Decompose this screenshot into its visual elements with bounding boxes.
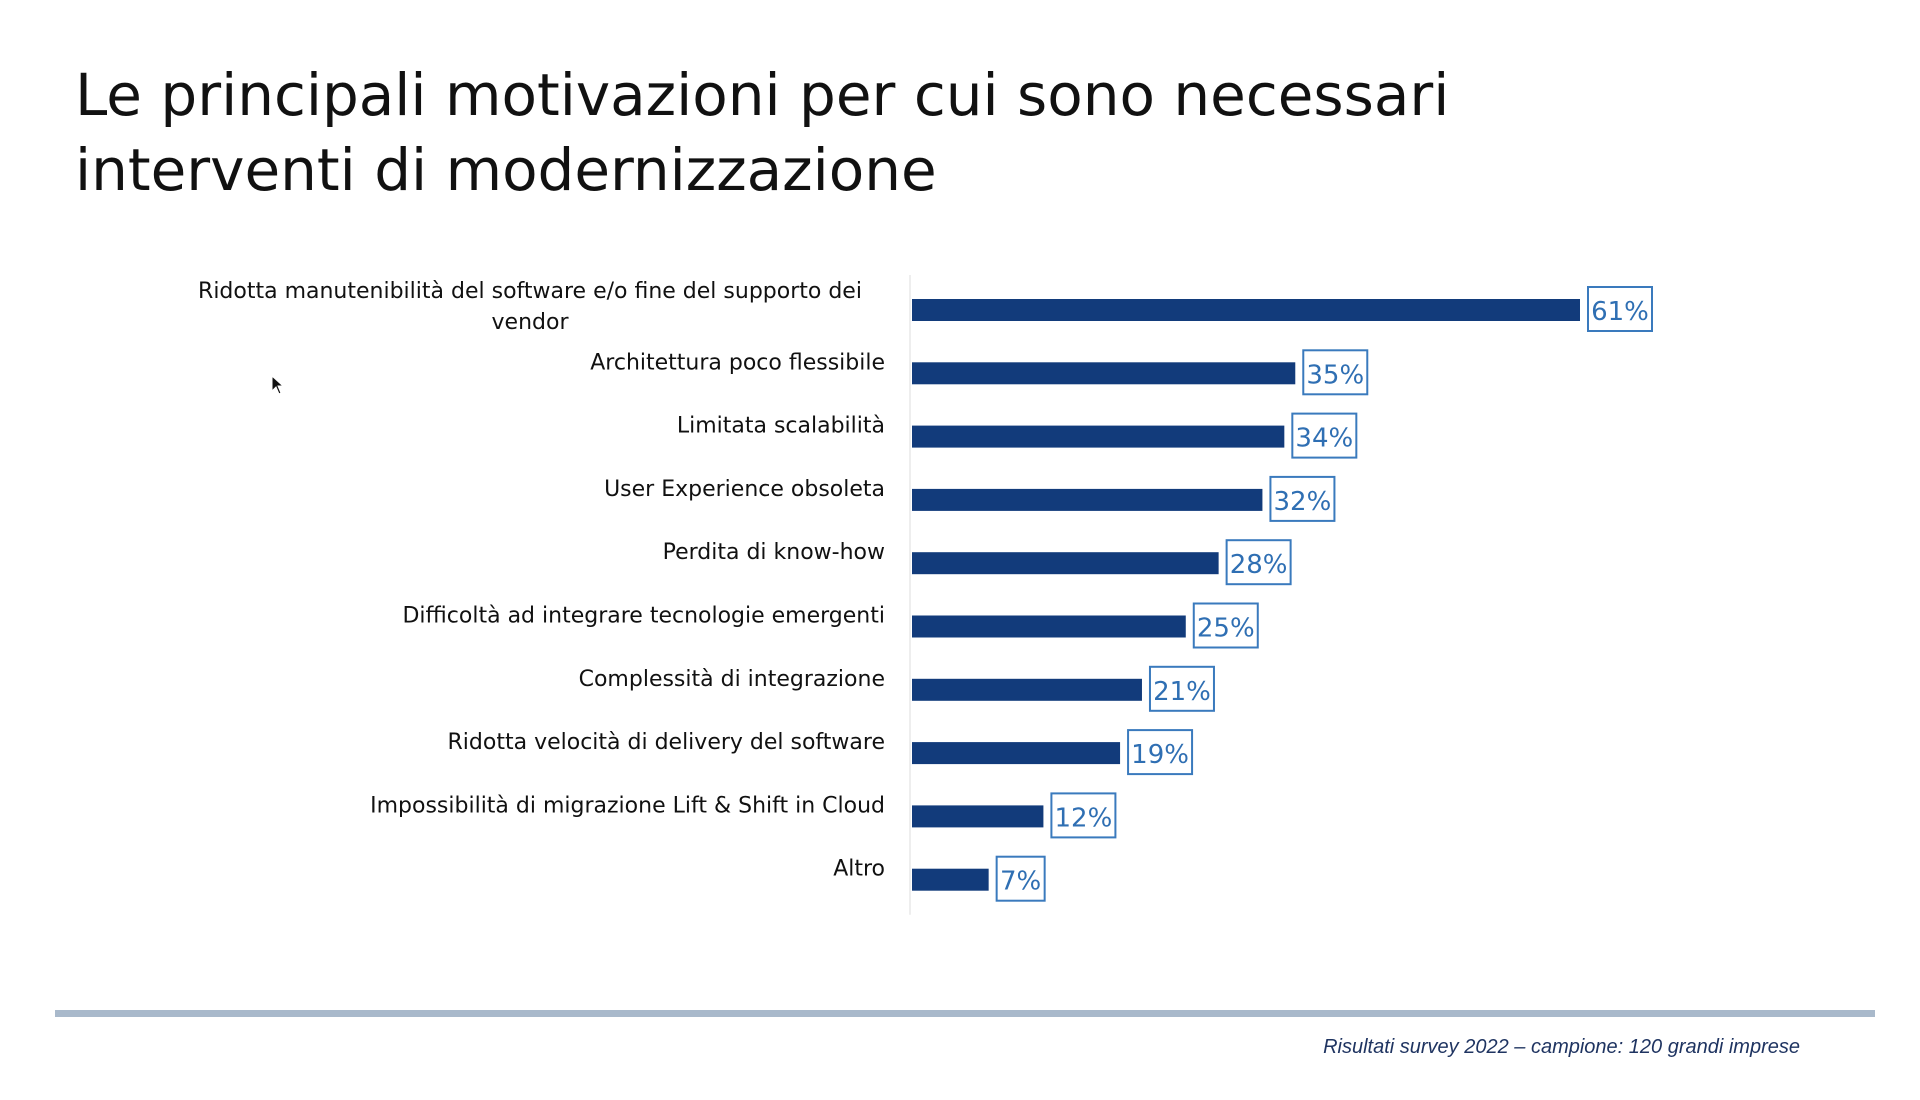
category-label: Complessità di integrazione [579,667,885,692]
category-label: Architettura poco flessibile [590,350,885,375]
bar [912,868,989,891]
category-label-line: Limitata scalabilità [677,414,885,439]
data-label-box [1302,349,1369,396]
bar [912,615,1186,638]
data-label: 34% [1295,424,1353,454]
data-label-box [995,855,1046,902]
bar [912,552,1219,575]
category-label: Ridotta manutenibilità del software e/o … [198,279,862,335]
category-label-line: Architettura poco flessibile [590,350,885,375]
category-label: User Experience obsoleta [604,477,885,502]
category-label-line: Impossibilità di migrazione Lift & Shift… [370,793,885,818]
page-title: Le principali motivazioni per cui sono n… [75,58,1775,208]
category-label-line: Ridotta manutenibilità del software e/o … [198,279,862,304]
category-label: Limitata scalabilità [677,414,885,439]
category-label-line: Complessità di integrazione [579,667,885,692]
bar [912,362,1296,385]
category-label: Difficoltà ad integrare tecnologie emerg… [402,604,885,629]
data-label: 25% [1197,614,1255,644]
data-label-box [1291,412,1358,459]
source-footnote: Risultati survey 2022 – campione: 120 gr… [1323,1036,1800,1058]
data-label-box [1192,602,1259,649]
bar [912,488,1263,511]
data-label: 28% [1230,550,1288,580]
bar [912,678,1142,701]
page-title-line-2: interventi di modernizzazione [75,136,937,204]
data-label-box [1127,729,1194,776]
data-label: 7% [1000,867,1041,897]
data-label: 32% [1274,487,1332,517]
category-label: Altro [833,857,885,882]
page-title-line-1: Le principali motivazioni per cui sono n… [75,61,1450,129]
category-label: Perdita di know-how [663,540,885,565]
data-label-box [1050,792,1117,839]
category-label: Impossibilità di migrazione Lift & Shift… [370,793,885,818]
data-label: 35% [1306,360,1364,390]
bar [912,805,1044,828]
category-label-line: User Experience obsoleta [604,477,885,502]
bar [912,425,1285,448]
data-label-box [1269,475,1336,522]
category-label-line: Difficoltà ad integrare tecnologie emerg… [402,604,885,629]
bar [912,299,1580,321]
category-label-line: vendor [492,310,570,335]
category-label-line: Altro [833,857,885,882]
data-label-box [1587,286,1653,332]
data-label-box [1225,539,1292,586]
bar-chart: Ridotta manutenibilità del software e/o … [198,275,1653,915]
data-label-box [1148,665,1215,712]
category-label-line: Perdita di know-how [663,540,885,565]
category-label: Ridotta velocità di delivery del softwar… [448,730,885,755]
footer-divider [55,1010,1875,1017]
data-label: 12% [1055,803,1113,833]
mouse-pointer-icon [271,375,285,395]
data-label: 61% [1591,297,1649,327]
data-label: 19% [1131,740,1189,770]
bar [912,742,1121,765]
category-label-line: Ridotta velocità di delivery del softwar… [448,730,885,755]
data-label: 21% [1153,677,1211,707]
